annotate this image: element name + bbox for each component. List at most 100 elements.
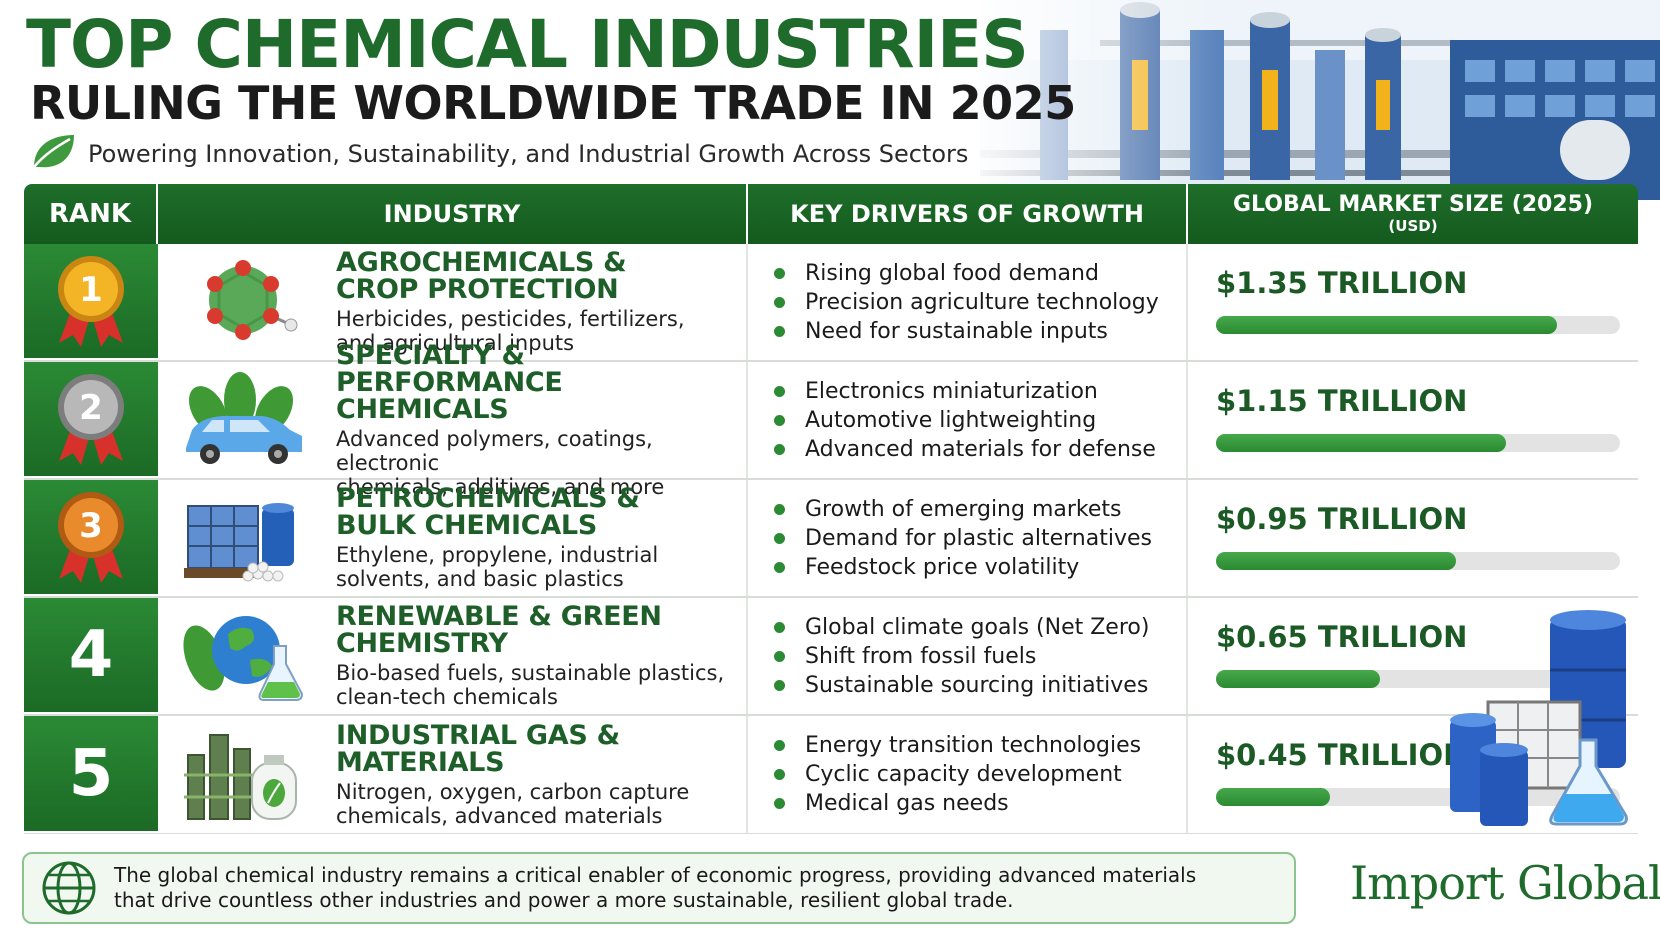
page-subtitle: Powering Innovation, Sustainability, and… bbox=[88, 140, 969, 168]
industry-cell: INDUSTRIAL GAS & MATERIALS Nitrogen, oxy… bbox=[158, 716, 748, 833]
industry-ranking-table: RANK INDUSTRY KEY DRIVERS OF GROWTH GLOB… bbox=[24, 184, 1638, 836]
bullet-icon bbox=[774, 740, 785, 751]
hero-fade bbox=[960, 0, 1220, 200]
industry-cell: SPECIALTY & PERFORMANCE CHEMICALS Advanc… bbox=[158, 342, 748, 499]
bullet-icon bbox=[774, 503, 785, 515]
industry-name-line: INDUSTRIAL GAS & MATERIALS bbox=[336, 719, 620, 778]
bullet-icon bbox=[774, 385, 785, 397]
bullet-icon bbox=[774, 267, 785, 279]
industry-name: PETROCHEMICALS & BULK CHEMICALS bbox=[336, 485, 746, 539]
bullet-icon bbox=[774, 769, 785, 780]
driver-item: Sustainable sourcing initiatives bbox=[774, 671, 1186, 700]
market-bar bbox=[1216, 316, 1557, 334]
driver-item: Medical gas needs bbox=[774, 789, 1186, 818]
industry-description-line: Ethylene, propylene, industrial bbox=[336, 543, 659, 567]
industry-text: AGROCHEMICALS & CROP PROTECTION Herbicid… bbox=[328, 249, 746, 355]
industry-description-line: chemicals, additives, and more bbox=[336, 474, 665, 499]
gold-medal-icon: 1 bbox=[58, 256, 124, 347]
industry-description-line: Bio-based fuels, sustainable plastics, bbox=[336, 661, 725, 685]
industry-name-line: AGROCHEMICALS & bbox=[336, 247, 627, 278]
rank-cell: 3 bbox=[24, 480, 158, 596]
refinery-illustration bbox=[980, 0, 1660, 200]
bullet-icon bbox=[774, 296, 785, 308]
industry-description-line: clean-tech chemicals bbox=[336, 685, 558, 709]
footer-note: The global chemical industry remains a c… bbox=[22, 852, 1296, 924]
market-bar-track bbox=[1216, 434, 1620, 452]
industry-description: Nitrogen, oxygen, carbon capture chemica… bbox=[336, 780, 746, 828]
table-row: 1 bbox=[24, 244, 1638, 362]
gas-plant-icon bbox=[158, 716, 328, 833]
market-bar bbox=[1216, 434, 1507, 452]
subtitle-row: Powering Innovation, Sustainability, and… bbox=[30, 134, 968, 174]
table-row: 3 bbox=[24, 480, 1638, 598]
industry-name-line: CROP PROTECTION bbox=[336, 274, 619, 305]
driver-text: Advanced materials for defense bbox=[805, 436, 1156, 462]
market-bar bbox=[1216, 552, 1456, 570]
bullet-icon bbox=[774, 621, 785, 633]
barrels-illustration bbox=[1440, 610, 1640, 832]
market-value-label: $0.45 TRILLION bbox=[1216, 738, 1468, 772]
industry-name: RENEWABLE & GREEN CHEMISTRY bbox=[336, 603, 746, 657]
driver-item: Energy transition technologies bbox=[774, 731, 1186, 760]
column-header-drivers: KEY DRIVERS OF GROWTH bbox=[748, 184, 1188, 244]
industry-name-line: BULK CHEMICALS bbox=[336, 510, 597, 541]
industry-description: Ethylene, propylene, industrial solvents… bbox=[336, 543, 746, 591]
footer-text: The global chemical industry remains a c… bbox=[114, 863, 1196, 913]
driver-item: Demand for plastic alternatives bbox=[774, 524, 1186, 553]
industry-description-line: solvents, and basic plastics bbox=[336, 567, 624, 591]
industry-text: RENEWABLE & GREEN CHEMISTRY Bio-based fu… bbox=[328, 603, 746, 709]
driver-text: Medical gas needs bbox=[805, 791, 1009, 816]
market-value-label: $1.15 TRILLION bbox=[1216, 384, 1468, 418]
brand-logo: Import Globals bbox=[1350, 856, 1660, 910]
column-header-industry: INDUSTRY bbox=[158, 184, 748, 244]
driver-text: Growth of emerging markets bbox=[805, 496, 1122, 522]
medal-number: 2 bbox=[79, 388, 103, 428]
bullet-icon bbox=[774, 650, 785, 662]
driver-item: Automotive lightweighting bbox=[774, 406, 1186, 435]
industry-name-line: PETROCHEMICALS & bbox=[336, 483, 640, 514]
footer-text-line: The global chemical industry remains a c… bbox=[114, 863, 1197, 887]
page-title-secondary: RULING THE WORLDWIDE TRADE IN 2025 bbox=[30, 76, 1076, 130]
bronze-medal-icon: 3 bbox=[58, 492, 124, 583]
table-body: 1 bbox=[24, 244, 1638, 834]
driver-text: Electronics miniaturization bbox=[805, 378, 1098, 404]
driver-item: Cyclic capacity development bbox=[774, 760, 1186, 789]
driver-item: Global climate goals (Net Zero) bbox=[774, 613, 1186, 642]
industry-cell: AGROCHEMICALS & CROP PROTECTION Herbicid… bbox=[158, 244, 748, 360]
table-row: 4 RENEWABLE & GREEN CHEM bbox=[24, 598, 1638, 716]
driver-text: Automotive lightweighting bbox=[805, 407, 1097, 433]
market-value-label: $1.35 TRILLION bbox=[1216, 266, 1468, 300]
leaf-icon bbox=[30, 133, 76, 175]
drivers-cell: Energy transition technologies Cyclic ca… bbox=[748, 716, 1188, 833]
industry-description-line: chemicals, advanced materials bbox=[336, 803, 663, 828]
market-cell: $1.15 TRILLION bbox=[1188, 362, 1638, 478]
driver-item: Rising global food demand bbox=[774, 259, 1186, 288]
driver-item: Growth of emerging markets bbox=[774, 495, 1186, 524]
driver-text: Sustainable sourcing initiatives bbox=[805, 672, 1149, 698]
drivers-cell: Global climate goals (Net Zero) Shift fr… bbox=[748, 598, 1188, 714]
industry-description-line: and agricultural inputs bbox=[336, 331, 575, 355]
table-row: 5 bbox=[24, 716, 1638, 834]
drivers-cell: Growth of emerging markets Demand for pl… bbox=[748, 480, 1188, 596]
market-bar bbox=[1216, 670, 1381, 688]
industry-description: Herbicides, pesticides, fertilizers, and… bbox=[336, 307, 746, 355]
driver-item: Shift from fossil fuels bbox=[774, 642, 1186, 671]
bullet-icon bbox=[774, 325, 785, 337]
driver-item: Need for sustainable inputs bbox=[774, 317, 1186, 346]
driver-item: Electronics miniaturization bbox=[774, 377, 1186, 406]
industry-description: Advanced polymers, coatings, electronic … bbox=[336, 427, 746, 499]
industry-description-line: Herbicides, pesticides, fertilizers, bbox=[336, 307, 685, 331]
drivers-cell: Electronics miniaturization Automotive l… bbox=[748, 362, 1188, 478]
market-bar-track bbox=[1216, 670, 1620, 688]
silver-medal-icon: 2 bbox=[58, 374, 124, 465]
industry-cell: PETROCHEMICALS & BULK CHEMICALS Ethylene… bbox=[158, 480, 748, 596]
page-title: TOP CHEMICAL INDUSTRIES bbox=[26, 6, 1029, 83]
bullet-icon bbox=[774, 532, 785, 544]
globe-leaf-flask-icon bbox=[158, 598, 328, 714]
column-header-rank: RANK bbox=[24, 184, 158, 244]
industry-name: INDUSTRIAL GAS & MATERIALS bbox=[336, 722, 746, 776]
industry-name-line: CHEMICALS bbox=[336, 393, 509, 425]
bullet-icon bbox=[774, 414, 785, 426]
industry-name: SPECIALTY & PERFORMANCE CHEMICALS bbox=[336, 342, 746, 423]
industry-name: AGROCHEMICALS & CROP PROTECTION bbox=[336, 249, 746, 303]
